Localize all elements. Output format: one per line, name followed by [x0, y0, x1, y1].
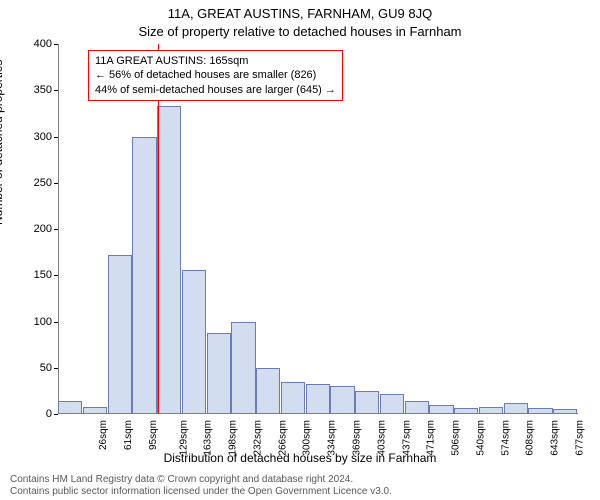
y-tick-label: 0 — [22, 408, 52, 420]
y-tick-mark — [54, 322, 58, 323]
bar — [182, 270, 206, 414]
x-axis-label: Distribution of detached houses by size … — [0, 451, 600, 465]
bar — [281, 382, 305, 414]
y-tick-label: 150 — [22, 269, 52, 281]
bar — [207, 333, 231, 414]
bar — [528, 408, 552, 414]
bar — [108, 255, 132, 414]
x-tick-label: 61sqm — [123, 420, 134, 450]
bar — [256, 368, 280, 414]
annotation-line: 44% of semi-detached houses are larger (… — [95, 83, 336, 97]
bar — [330, 386, 354, 414]
y-tick-label: 300 — [22, 131, 52, 143]
bar — [479, 407, 503, 414]
y-tick-label: 250 — [22, 177, 52, 189]
y-tick-mark — [54, 44, 58, 45]
bar — [405, 401, 429, 414]
bar — [231, 322, 255, 415]
y-tick-mark — [54, 183, 58, 184]
footer-attribution: Contains HM Land Registry data © Crown c… — [10, 474, 392, 498]
y-tick-mark — [54, 275, 58, 276]
x-tick-label: 95sqm — [148, 420, 159, 450]
y-tick-label: 50 — [22, 362, 52, 374]
bar — [429, 405, 453, 414]
x-tick-label: 26sqm — [98, 420, 109, 450]
bar — [306, 384, 330, 414]
y-tick-mark — [54, 414, 58, 415]
footer-line-1: Contains HM Land Registry data © Crown c… — [10, 474, 392, 486]
annotation-line: ← 56% of detached houses are smaller (82… — [95, 68, 336, 82]
y-tick-label: 350 — [22, 84, 52, 96]
chart-title-sub: Size of property relative to detached ho… — [0, 24, 600, 39]
annotation-line: 11A GREAT AUSTINS: 165sqm — [95, 54, 336, 68]
bar — [454, 408, 478, 414]
bar — [132, 137, 156, 415]
plot-area: 050100150200250300350400 26sqm61sqm95sqm… — [58, 44, 578, 414]
y-axis-label: Number of detached properties — [0, 60, 5, 225]
y-tick-mark — [54, 368, 58, 369]
y-tick-label: 400 — [22, 38, 52, 50]
y-tick-label: 100 — [22, 316, 52, 328]
annotation-box: 11A GREAT AUSTINS: 165sqm← 56% of detach… — [88, 50, 343, 101]
footer-line-2: Contains public sector information licen… — [10, 486, 392, 498]
bar — [504, 403, 528, 414]
y-tick-mark — [54, 90, 58, 91]
chart-container: 11A, GREAT AUSTINS, FARNHAM, GU9 8JQ Siz… — [0, 0, 600, 500]
bar — [355, 391, 379, 414]
bar — [58, 401, 82, 414]
y-tick-label: 200 — [22, 223, 52, 235]
bar — [83, 407, 107, 414]
chart-title-main: 11A, GREAT AUSTINS, FARNHAM, GU9 8JQ — [0, 6, 600, 21]
y-tick-mark — [54, 229, 58, 230]
bar — [380, 394, 404, 414]
bar — [157, 106, 181, 414]
bar — [553, 409, 577, 414]
y-tick-mark — [54, 137, 58, 138]
